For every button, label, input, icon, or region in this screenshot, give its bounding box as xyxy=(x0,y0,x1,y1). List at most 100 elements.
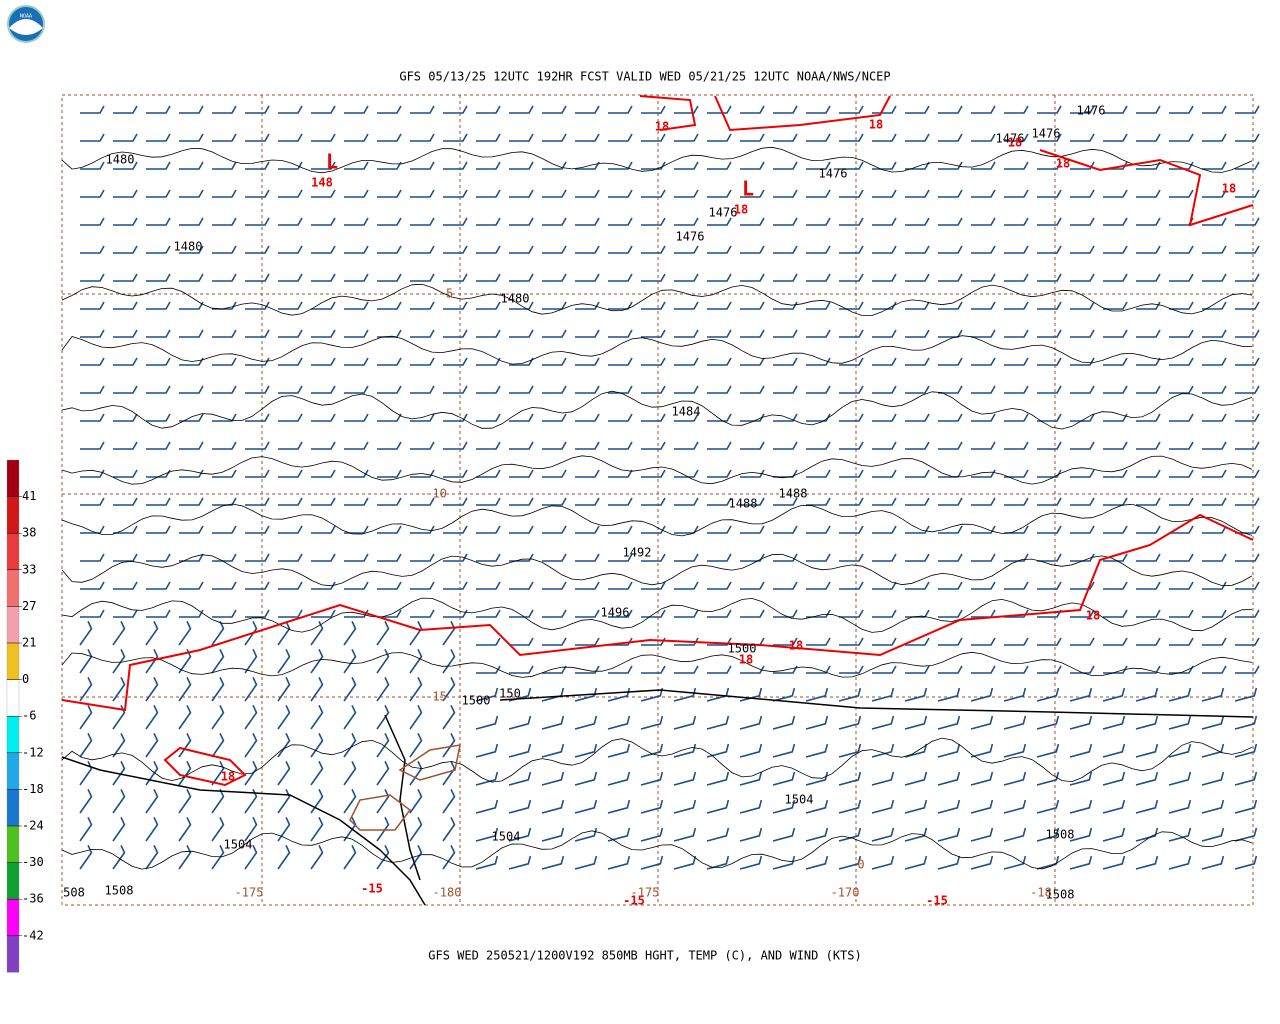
wind-barb xyxy=(707,553,732,562)
wind-barb xyxy=(508,855,532,870)
wind-barb xyxy=(343,620,357,646)
wind-barb xyxy=(1202,581,1227,590)
wind-barb xyxy=(376,732,390,758)
wind-barb xyxy=(1070,469,1095,478)
wind-barb xyxy=(278,357,303,366)
wind-barb xyxy=(212,357,237,366)
wind-barb xyxy=(1070,301,1095,310)
wind-barb xyxy=(1136,637,1161,646)
wind-barb xyxy=(806,581,831,590)
wind-barb xyxy=(937,855,961,870)
wind-barb xyxy=(442,704,456,730)
colorbar-swatch xyxy=(6,679,20,717)
wind-barb xyxy=(179,217,204,226)
wind-barb xyxy=(179,525,204,534)
wind-barb xyxy=(806,441,831,450)
wind-barb xyxy=(872,469,897,478)
wind-barb xyxy=(839,413,864,422)
wind-barb xyxy=(410,357,435,366)
wind-barb xyxy=(839,133,864,142)
wind-barb xyxy=(1169,273,1194,282)
wind-barb xyxy=(1234,799,1258,814)
wind-barb xyxy=(1135,687,1159,702)
wind-barb xyxy=(1037,441,1062,450)
wind-barb xyxy=(542,301,567,310)
wind-barb xyxy=(542,497,567,506)
wind-barb xyxy=(641,413,666,422)
contour-label: -15 xyxy=(623,894,645,908)
wind-barb xyxy=(80,217,105,226)
logo-text: NOAA xyxy=(20,14,32,20)
wind-barb xyxy=(1235,329,1260,338)
wind-barb xyxy=(509,553,534,562)
wind-barb xyxy=(542,329,567,338)
wind-barb xyxy=(838,799,862,814)
wind-barb xyxy=(343,676,357,702)
wind-barb xyxy=(377,469,402,478)
wind-barb xyxy=(113,497,138,506)
wind-barb xyxy=(377,217,402,226)
wind-barb xyxy=(1037,329,1062,338)
wind-barb xyxy=(575,385,600,394)
colorbar-label: -24 xyxy=(22,819,44,833)
wind-barb xyxy=(542,245,567,254)
wind-barb xyxy=(1235,497,1260,506)
wind-barb xyxy=(80,385,105,394)
wind-barb xyxy=(310,788,324,814)
wind-barb xyxy=(509,609,534,618)
wind-barb xyxy=(376,760,390,786)
wind-barb xyxy=(673,799,697,814)
wind-barb xyxy=(1136,301,1161,310)
wind-barb xyxy=(772,771,796,786)
wind-barb xyxy=(508,743,532,758)
wind-barb xyxy=(1103,497,1128,506)
wind-barb xyxy=(311,357,336,366)
wind-barb xyxy=(674,637,699,646)
wind-barb xyxy=(1136,161,1161,170)
wind-barb xyxy=(608,245,633,254)
colorbar-swatch xyxy=(6,642,20,680)
wind-barb xyxy=(409,732,423,758)
wind-barb xyxy=(806,553,831,562)
wind-barb xyxy=(608,301,633,310)
wind-barb xyxy=(872,301,897,310)
wind-barb xyxy=(905,273,930,282)
wind-barb xyxy=(1235,637,1260,646)
wind-barb xyxy=(145,788,159,814)
wind-barb xyxy=(244,704,258,730)
wind-barb xyxy=(1103,441,1128,450)
wind-barb xyxy=(278,525,303,534)
wind-barb xyxy=(773,385,798,394)
contour-label: 1476 xyxy=(1032,127,1061,141)
wind-barb xyxy=(145,676,159,702)
wind-barb xyxy=(805,715,829,730)
wind-barb xyxy=(1069,827,1093,842)
wind-barb xyxy=(311,497,336,506)
wind-barb xyxy=(608,441,633,450)
wind-barb xyxy=(574,743,598,758)
wind-barb xyxy=(706,771,730,786)
wind-barb xyxy=(476,245,501,254)
wind-barb xyxy=(872,133,897,142)
wind-barb xyxy=(1070,413,1095,422)
wind-barb xyxy=(641,329,666,338)
wind-barb xyxy=(1235,133,1260,142)
wind-barb xyxy=(542,441,567,450)
contour-label: -180 xyxy=(433,886,462,900)
wind-barb xyxy=(1103,385,1128,394)
contour-label: 1476 xyxy=(709,206,738,220)
wind-barb xyxy=(377,189,402,198)
wind-barb xyxy=(311,609,336,618)
wind-barb xyxy=(1168,799,1192,814)
wind-barb xyxy=(607,771,631,786)
wind-barb xyxy=(212,469,237,478)
wind-barb xyxy=(1136,217,1161,226)
wind-barb xyxy=(640,799,664,814)
wind-barb xyxy=(476,525,501,534)
wind-barb xyxy=(640,771,664,786)
wind-barb xyxy=(410,105,435,114)
wind-barb xyxy=(938,329,963,338)
wind-barb xyxy=(245,581,270,590)
wind-barb xyxy=(641,161,666,170)
wind-barb xyxy=(641,385,666,394)
